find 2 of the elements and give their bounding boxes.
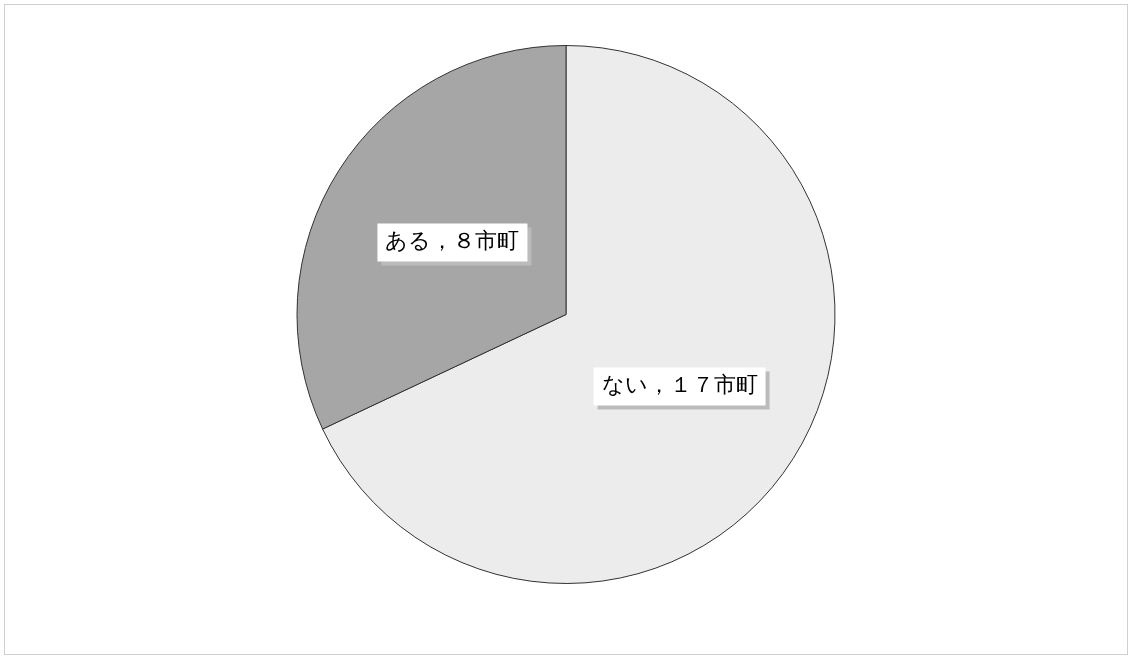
slice-label: ある，８市町	[385, 228, 520, 254]
slice-label: ない，１７市町	[601, 372, 758, 398]
